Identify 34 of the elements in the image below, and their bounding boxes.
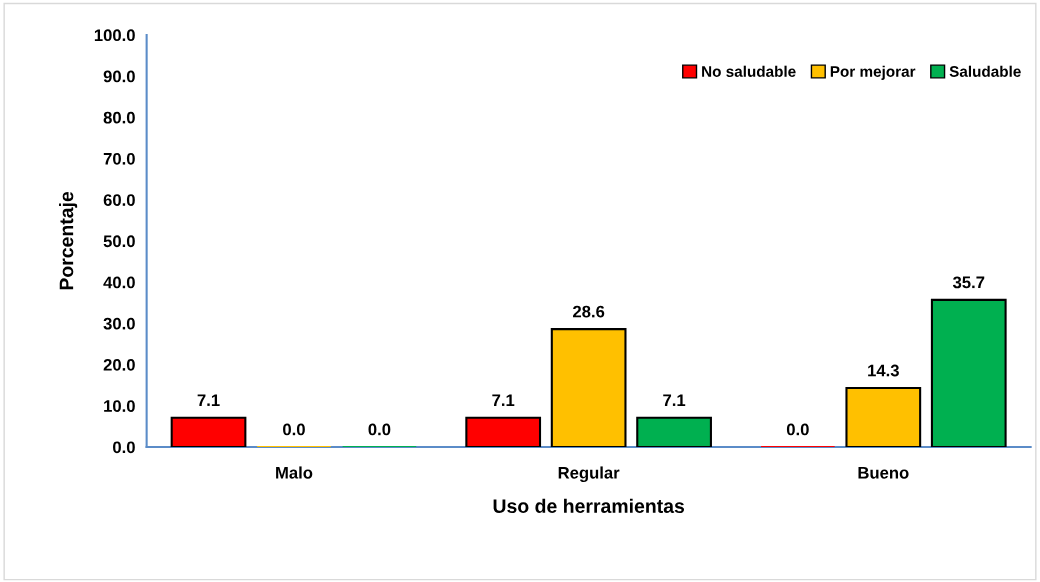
data-label: 0.0	[283, 423, 305, 436]
bar	[170, 416, 247, 447]
data-label: 35.7	[952, 276, 985, 289]
y-tick-label: 50.0	[103, 235, 135, 248]
data-label: 7.1	[663, 394, 686, 406]
data-label: 7.1	[492, 394, 515, 406]
y-tick-label: 10.0	[104, 400, 135, 412]
y-tick-label: 70.0	[103, 152, 135, 165]
data-label: 0.0	[786, 423, 809, 436]
y-tick-label: 80.0	[103, 111, 135, 124]
data-label: 0.0	[368, 423, 391, 436]
y-tick-label: 30.0	[103, 317, 135, 330]
y-tick-label: 20.0	[103, 358, 135, 371]
x-axis-title: Uso de herramientas	[493, 498, 685, 513]
bar	[550, 328, 627, 447]
legend-label: No saludable	[702, 65, 796, 77]
x-tick-label: Malo	[276, 466, 313, 479]
bar	[636, 416, 712, 447]
y-tick-label: 60.0	[103, 194, 135, 206]
x-tick-label: Bueno	[858, 467, 909, 479]
legend-label: Saludable	[949, 65, 1021, 77]
legend-label: Por mejorar	[830, 65, 916, 80]
y-tick-label: 0.0	[113, 441, 135, 454]
bar	[845, 387, 922, 447]
y-tick-label: 90.0	[103, 70, 135, 83]
data-label: 28.6	[573, 305, 605, 318]
x-tick-label: Regular	[558, 466, 620, 483]
y-tick-label: 100.0	[94, 29, 135, 42]
data-label: 7.1	[197, 394, 220, 406]
bar	[930, 298, 1007, 447]
y-axis-title: Porcentaje	[59, 191, 78, 290]
data-label: 14.3	[868, 364, 899, 377]
bar	[465, 416, 542, 447]
y-tick-label: 40.0	[103, 276, 135, 289]
